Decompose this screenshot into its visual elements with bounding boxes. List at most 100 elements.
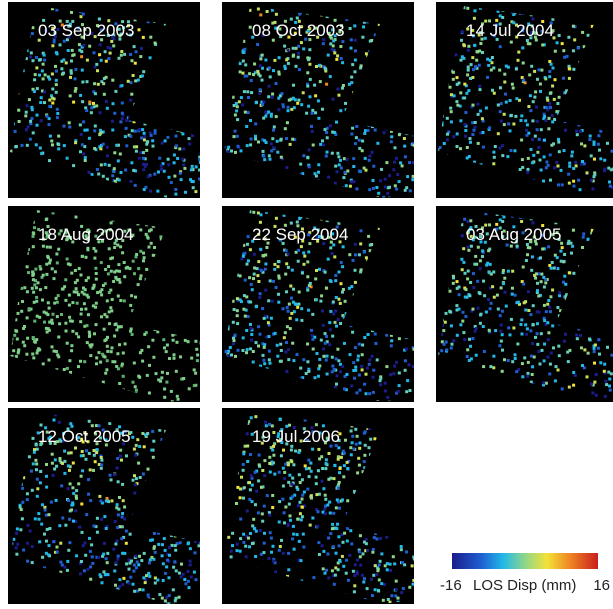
- pixel: [190, 357, 193, 360]
- pixel: [572, 49, 575, 52]
- pixel: [23, 344, 26, 347]
- pixel: [485, 311, 488, 314]
- pixel: [606, 346, 609, 349]
- pixel: [35, 66, 38, 69]
- pixel: [36, 487, 39, 490]
- pixel: [363, 577, 366, 580]
- pixel: [478, 50, 481, 53]
- pixel: [142, 157, 145, 160]
- pixel: [529, 313, 532, 316]
- pixel: [379, 383, 382, 386]
- pixel: [593, 141, 596, 144]
- pixel: [33, 226, 36, 229]
- pixel: [165, 381, 168, 384]
- pixel: [352, 165, 355, 168]
- pixel: [106, 154, 109, 157]
- pixel: [37, 281, 40, 284]
- pixel: [55, 253, 58, 256]
- pixel: [291, 138, 294, 141]
- pixel: [520, 220, 523, 223]
- pixel: [485, 107, 488, 110]
- pixel: [31, 561, 34, 564]
- pixel: [263, 343, 266, 346]
- pixel: [35, 468, 38, 471]
- pixel: [312, 576, 315, 579]
- pixel: [135, 150, 138, 153]
- pixel: [538, 138, 541, 141]
- pixel: [100, 467, 103, 470]
- pixel: [342, 245, 345, 248]
- pixel: [273, 473, 276, 476]
- pixel: [77, 335, 80, 338]
- pixel: [514, 115, 517, 118]
- pixel: [582, 236, 585, 239]
- pixel: [107, 57, 110, 60]
- pixel: [104, 163, 107, 166]
- pixel: [316, 352, 319, 355]
- pixel: [119, 281, 122, 284]
- pixel: [536, 282, 539, 285]
- pixel: [471, 56, 474, 59]
- pixel: [469, 345, 472, 348]
- pixel: [338, 298, 341, 301]
- pixel: [341, 265, 344, 268]
- pixel: [496, 294, 499, 297]
- pixel: [521, 166, 524, 169]
- pixel: [192, 180, 195, 183]
- pixel: [257, 325, 260, 328]
- pixel: [259, 57, 262, 60]
- pixel: [302, 154, 305, 157]
- pixel: [82, 44, 85, 47]
- pixel: [317, 117, 320, 120]
- pixel: [38, 74, 41, 77]
- pixel: [296, 221, 299, 224]
- pixel: [158, 157, 161, 160]
- pixel: [339, 302, 342, 305]
- pixel: [333, 477, 336, 480]
- pixel: [577, 179, 580, 182]
- pixel: [39, 268, 42, 271]
- pixel: [278, 56, 281, 59]
- pixel: [80, 274, 83, 277]
- pixel: [456, 132, 459, 135]
- pixel: [85, 449, 88, 452]
- pixel: [477, 198, 480, 201]
- pixel: [295, 486, 298, 489]
- pixel: [276, 140, 279, 143]
- pixel: [104, 50, 107, 53]
- pixel: [503, 123, 506, 126]
- pixel: [97, 83, 100, 86]
- pixel: [552, 142, 555, 145]
- pixel: [343, 387, 346, 390]
- pixel: [363, 383, 366, 386]
- pixel: [368, 392, 371, 395]
- pixel: [190, 168, 193, 171]
- pixel: [21, 300, 24, 303]
- pixel: [261, 520, 264, 523]
- pixel: [482, 280, 485, 283]
- pixel: [92, 102, 95, 105]
- pixel: [57, 336, 60, 339]
- pixel: [458, 293, 461, 296]
- pixel: [262, 254, 265, 257]
- pixel: [134, 62, 137, 65]
- pixel: [329, 42, 332, 45]
- pixel: [117, 367, 120, 370]
- pixel: [287, 358, 290, 361]
- pixel: [245, 295, 248, 298]
- pixel: [358, 253, 361, 256]
- pixel: [163, 388, 166, 391]
- date-label: 14 Jul 2004: [466, 21, 554, 40]
- pixel: [340, 167, 343, 170]
- pixel: [123, 299, 126, 302]
- pixel: [610, 168, 613, 171]
- pixel: [70, 60, 73, 63]
- pixel: [240, 257, 243, 260]
- pixel: [118, 578, 121, 581]
- pixel: [583, 144, 586, 147]
- pixel: [56, 551, 59, 554]
- pixel: [282, 485, 285, 488]
- pixel: [255, 101, 258, 104]
- pixel: [106, 107, 109, 110]
- pixel: [464, 272, 467, 275]
